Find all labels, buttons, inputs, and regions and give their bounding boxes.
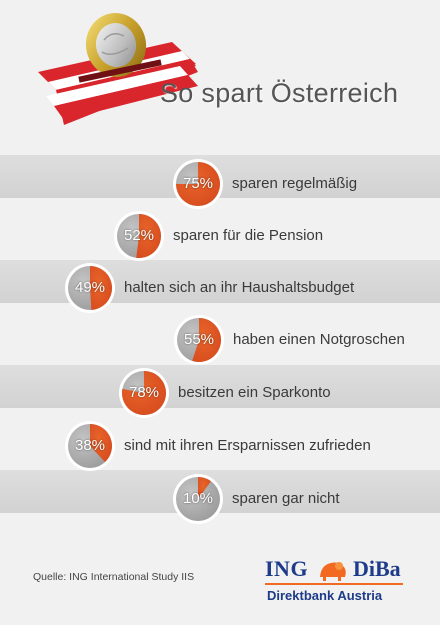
stat-description: sind mit ihren Ersparnissen zufrieden <box>124 437 371 454</box>
logo-subtitle: Direktbank Austria <box>267 588 383 603</box>
stat-row: 10% sparen gar nicht <box>0 473 440 525</box>
pie-value-label: 49% <box>74 279 106 296</box>
stat-description: sparen gar nicht <box>232 490 340 507</box>
pie-chart <box>65 263 115 313</box>
pie-slice <box>90 424 113 463</box>
header-graphic <box>38 13 198 125</box>
pie-value-label: 78% <box>128 384 160 401</box>
stat-description: sparen für die Pension <box>173 227 324 244</box>
row-band <box>0 365 440 408</box>
pie-value-label: 55% <box>183 331 215 348</box>
logo-underline <box>265 583 403 585</box>
pie-value-label: 75% <box>182 175 214 192</box>
pie-chart <box>174 315 224 365</box>
pie-slice <box>90 265 113 310</box>
pie-slice <box>198 477 211 499</box>
stat-row: 52% sparen für die Pension <box>0 210 440 262</box>
logo-ing-text: ING <box>265 556 309 581</box>
page-title: So spart Österreich <box>160 78 399 108</box>
pie-chart <box>173 159 223 209</box>
stat-description: haben einen Notgroschen <box>233 331 405 348</box>
stat-row: 78% besitzen ein Sparkonto <box>0 367 440 419</box>
pie-slice <box>122 371 167 415</box>
stat-description: besitzen ein Sparkonto <box>178 384 331 401</box>
stat-row: 38% sind mit ihren Ersparnissen zufrieden <box>0 420 440 472</box>
pie-slice <box>176 162 220 206</box>
stat-row: 55% haben einen Notgroschen <box>0 314 440 366</box>
pie-slice <box>136 214 161 258</box>
stat-row: 49% halten sich an ihr Haushaltsbudget <box>0 262 440 314</box>
stat-description: halten sich an ihr Haushaltsbudget <box>124 279 355 296</box>
pie-chart <box>114 211 164 261</box>
pie-chart <box>119 368 169 418</box>
pie-value-label: 38% <box>74 437 106 454</box>
pie-value-label: 10% <box>182 490 214 507</box>
pie-value-label: 52% <box>123 227 155 244</box>
pie-chart <box>65 421 115 471</box>
logo-diba-text: DiBa <box>353 556 401 581</box>
ing-diba-logo: ING DiBa Direktbank Austria <box>265 556 415 606</box>
lion-icon <box>320 562 346 581</box>
pie-chart <box>173 474 223 524</box>
stat-description: sparen regelmäßig <box>232 175 358 192</box>
source-note: Quelle: ING International Study IIS <box>33 571 195 583</box>
pie-slice <box>192 318 222 362</box>
stat-row: 75% sparen regelmäßig <box>0 158 440 210</box>
euro-coin-icon <box>78 13 162 83</box>
